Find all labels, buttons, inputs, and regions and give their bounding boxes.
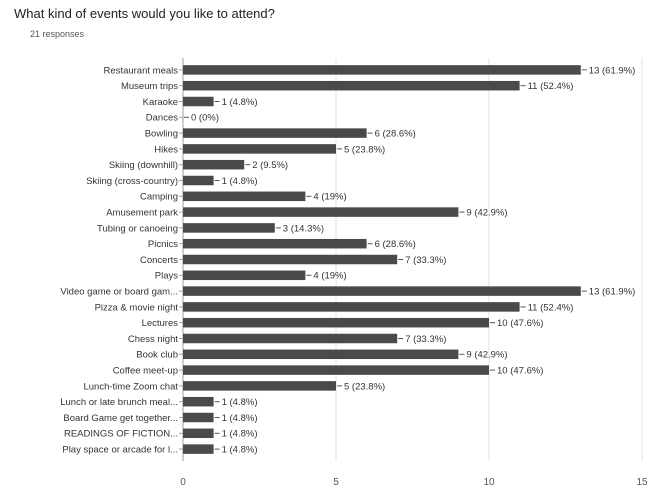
category-label: Board Game get together...: [63, 413, 178, 424]
value-label: 0 (0%): [191, 113, 219, 124]
x-tick-label: 5: [333, 477, 339, 488]
value-label: 6 (28.6%): [375, 129, 416, 140]
category-label: Bowling: [145, 129, 178, 140]
bar: [183, 270, 306, 281]
bar: [183, 96, 214, 107]
value-label: 9 (42.9%): [466, 350, 507, 361]
value-label: 4 (19%): [313, 192, 346, 203]
bar: [183, 223, 275, 233]
category-label: Lectures: [142, 318, 179, 329]
category-label: Dances: [146, 113, 178, 124]
category-label: Picnics: [148, 239, 178, 250]
bar: [183, 412, 214, 423]
category-label: Skiing (cross-country): [86, 176, 178, 187]
bar: [183, 365, 489, 375]
category-label: Lunch-time Zoom chat: [83, 381, 178, 392]
category-label: Plays: [155, 271, 178, 282]
category-label: Concerts: [140, 255, 178, 266]
bar: [183, 428, 214, 439]
category-label: Amusement park: [106, 208, 178, 219]
value-label: 13 (61.9%): [589, 287, 635, 298]
category-label: Pizza & movie night: [95, 302, 179, 313]
bar: [183, 159, 245, 170]
value-label: 13 (61.9%): [589, 65, 635, 76]
bar: [183, 128, 367, 138]
category-label: Hikes: [154, 144, 178, 155]
value-label: 1 (4.8%): [222, 97, 258, 108]
value-label: 1 (4.8%): [222, 176, 258, 187]
bar: [183, 349, 459, 360]
response-count: 21 responses: [30, 29, 85, 39]
value-label: 6 (28.6%): [375, 239, 416, 250]
bar: [183, 191, 306, 202]
value-label: 10 (47.6%): [497, 318, 543, 329]
value-label: 11 (52.4%): [528, 302, 574, 313]
x-tick-label: 10: [483, 477, 495, 488]
value-label: 4 (19%): [313, 271, 346, 282]
bar: [183, 238, 367, 249]
category-label: Coffee meet-up: [113, 366, 178, 377]
category-label: Museum trips: [121, 81, 178, 92]
bar: [183, 207, 459, 217]
value-label: 5 (23.8%): [344, 144, 385, 155]
bar: [183, 381, 336, 391]
value-label: 7 (33.3%): [405, 255, 446, 266]
value-label: 7 (33.3%): [405, 334, 446, 345]
value-label: 3 (14.3%): [283, 223, 324, 234]
bar: [183, 444, 214, 454]
bar: [183, 254, 398, 265]
x-tick-label: 0: [180, 477, 186, 488]
bar: [183, 144, 336, 154]
x-tick-label: 15: [636, 477, 648, 488]
value-label: 9 (42.9%): [466, 208, 507, 219]
bar: [183, 80, 520, 91]
category-label: Book club: [136, 350, 178, 361]
value-label: 1 (4.8%): [222, 413, 258, 424]
value-label: 11 (52.4%): [528, 81, 574, 92]
category-label: Video game or board gam...: [60, 287, 178, 298]
category-label: Skiing (downhill): [109, 160, 178, 171]
value-label: 1 (4.8%): [222, 429, 258, 440]
value-label: 2 (9.5%): [252, 160, 288, 171]
category-label: Lunch or late brunch meal...: [60, 397, 178, 408]
value-label: 10 (47.6%): [497, 366, 543, 377]
value-label: 1 (4.8%): [222, 445, 258, 456]
bar: [183, 302, 520, 312]
category-label: READINGS OF FICTION...: [64, 429, 178, 440]
chart-title: What kind of events would you like to at…: [14, 6, 275, 21]
bar: [183, 65, 581, 75]
category-label: Karaoke: [143, 97, 178, 108]
bar: [183, 286, 581, 296]
bar: [183, 175, 214, 186]
category-label: Restaurant meals: [104, 65, 179, 76]
value-label: 5 (23.8%): [344, 381, 385, 392]
category-label: Chess night: [128, 334, 179, 345]
category-label: Camping: [140, 192, 178, 203]
bar: [183, 317, 489, 328]
category-label: Play space or arcade for l...: [62, 445, 178, 456]
value-label: 1 (4.8%): [222, 397, 258, 408]
bar: [183, 396, 214, 407]
category-label: Tubing or canoeing: [97, 223, 178, 234]
bar: [183, 333, 398, 344]
